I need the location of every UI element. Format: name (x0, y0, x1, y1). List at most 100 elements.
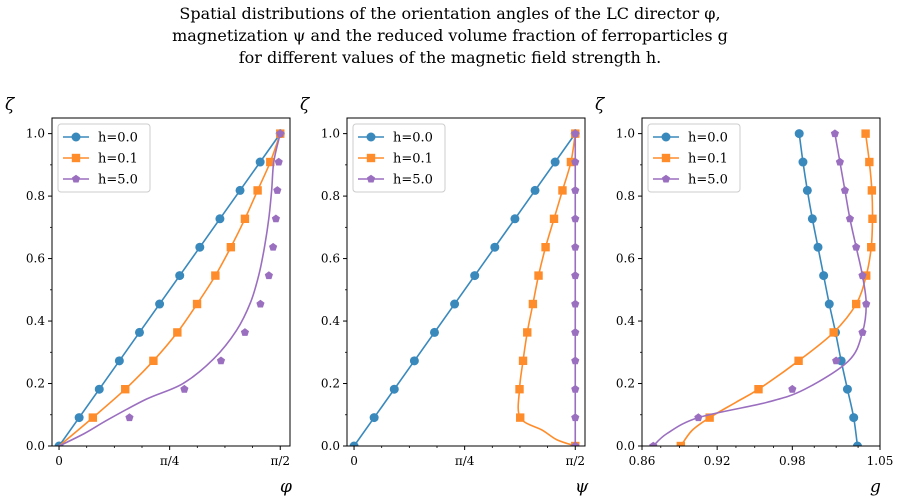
data-point (155, 299, 165, 309)
data-point (852, 299, 861, 309)
series-line (58, 133, 281, 446)
chart-panel-1: 0.0 0.2 0.4 0.6 0.8 1.0 0 π/4 π/2 ζ φ h=0.0 h=0.1 h=5… (5, 95, 292, 497)
data-point (269, 242, 278, 251)
data-point (470, 271, 480, 281)
data-point (813, 242, 823, 252)
data-point (271, 214, 281, 223)
data-point (705, 413, 714, 422)
data-point (134, 327, 144, 337)
data-point (253, 186, 262, 195)
data-point (518, 356, 528, 366)
y-tick-label: 0.6 (616, 252, 635, 266)
data-point (274, 157, 283, 166)
data-point (215, 214, 225, 224)
legend-marker (366, 153, 376, 163)
legend-box (57, 123, 151, 193)
legend-marker (366, 174, 376, 183)
data-point (862, 299, 871, 308)
legend-marker (661, 153, 671, 163)
y-tick-label: 0.4 (616, 314, 635, 328)
legend-label: h=0.0 (688, 131, 728, 146)
data-point (842, 384, 852, 394)
legend-label: h=0.1 (393, 152, 433, 167)
data-point (861, 129, 870, 138)
series-2 (515, 129, 580, 446)
data-point (266, 157, 275, 167)
x-tick-label: π/2 (270, 454, 290, 468)
y-axis-label: ζ (5, 95, 16, 115)
title-line-3: for different values of the magnetic fie… (238, 48, 662, 67)
y-tick-label: 0.0 (321, 439, 340, 453)
y-tick-label: 0.8 (321, 189, 340, 203)
legend-marker (71, 132, 81, 142)
data-point (195, 242, 205, 252)
data-point (571, 356, 580, 365)
legend-marker (661, 174, 671, 183)
legend: h=0.0 h=0.1 h=5.0 (647, 123, 741, 193)
data-point (802, 185, 812, 195)
series-line (353, 133, 576, 446)
data-point (798, 157, 808, 167)
data-point (558, 186, 567, 195)
data-point (516, 413, 525, 422)
data-point (571, 242, 580, 251)
data-point (845, 214, 855, 223)
chart-panel-3: 0.0 0.2 0.4 0.6 0.8 1.0 0.86 0.92 0.98 1.05 ζ g h=0.… (595, 95, 893, 497)
data-point (125, 413, 134, 422)
x-axis-label: g (870, 477, 881, 497)
y-tick-label: 0.2 (26, 377, 45, 391)
data-point (216, 356, 226, 365)
data-point (528, 299, 538, 309)
x-axis-label: φ (280, 477, 292, 497)
y-axis-label: ζ (595, 95, 606, 115)
legend: h=0.0 h=0.1 h=5.0 (57, 123, 151, 193)
data-point (649, 441, 658, 446)
data-point (794, 129, 804, 139)
data-point (830, 129, 839, 138)
series-3 (649, 129, 871, 446)
data-point (264, 271, 273, 280)
legend-box (647, 123, 741, 193)
data-point (389, 384, 399, 394)
data-point (571, 299, 580, 308)
legend-label: h=5.0 (98, 173, 138, 188)
data-point (211, 271, 220, 280)
x-tick-label: 1.05 (867, 454, 894, 468)
x-axis-label: ψ (575, 477, 589, 497)
legend-label: h=0.0 (393, 131, 433, 146)
data-point (369, 413, 379, 423)
data-point (409, 356, 419, 366)
data-point (835, 157, 845, 166)
y-tick-label: 0.2 (616, 377, 635, 391)
data-point (868, 214, 877, 224)
data-point (571, 384, 580, 393)
legend-marker (71, 174, 81, 183)
data-point (510, 214, 520, 224)
series-3 (58, 129, 285, 446)
x-tick-label: 0 (350, 454, 358, 468)
legend-marker (661, 132, 671, 142)
data-point (273, 186, 282, 194)
data-point (94, 384, 104, 394)
y-tick-label: 0.6 (321, 252, 340, 266)
data-point (534, 271, 543, 280)
data-point (226, 243, 236, 252)
x-tick-label: π/2 (565, 454, 585, 468)
data-point (862, 271, 871, 280)
data-point (74, 413, 84, 423)
axes-frame (346, 117, 586, 447)
legend: h=0.0 h=0.1 h=5.0 (352, 123, 446, 193)
data-point (88, 413, 98, 422)
data-point (192, 299, 202, 309)
data-point (754, 385, 763, 394)
legend-label: h=0.1 (98, 152, 138, 167)
data-point (180, 384, 189, 393)
data-point (571, 328, 580, 336)
data-point (550, 157, 560, 167)
legend-box (352, 123, 446, 193)
data-point (175, 271, 185, 281)
data-point (571, 186, 580, 194)
data-point (865, 157, 874, 167)
data-point (571, 214, 580, 223)
